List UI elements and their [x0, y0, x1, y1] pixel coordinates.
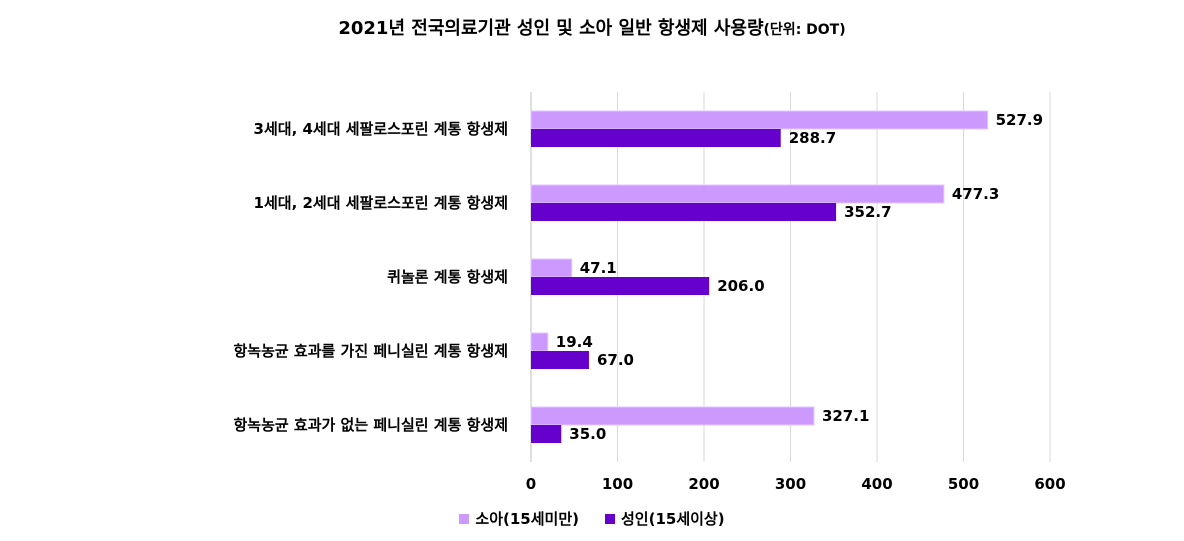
data-label: 206.0	[717, 277, 764, 295]
x-tick-label: 600	[1034, 475, 1065, 493]
legend-item-adult: 성인(15세이상)	[605, 508, 725, 529]
legend-swatch-adult	[605, 513, 615, 524]
bar	[530, 184, 945, 204]
data-label: 47.1	[580, 259, 617, 277]
category-label: 항녹농균 효과가 없는 페니실린 계통 항생제	[233, 416, 508, 434]
x-tick-label: 100	[602, 475, 633, 493]
legend-swatch-child	[459, 513, 470, 524]
bar	[531, 351, 589, 369]
data-label: 477.3	[952, 185, 999, 203]
data-label: 352.7	[844, 203, 891, 221]
data-label: 67.0	[597, 351, 634, 369]
data-label: 527.9	[996, 111, 1043, 129]
category-label: 퀴놀론 계통 항생제	[387, 268, 508, 286]
data-label: 288.7	[789, 129, 836, 147]
legend: 소아(15세미만) 성인(15세이상)	[0, 508, 1184, 529]
data-label: 35.0	[569, 425, 606, 443]
legend-label-child: 소아(15세미만)	[475, 510, 579, 528]
x-tick-label: 0	[526, 475, 536, 493]
x-tick-label: 400	[861, 475, 892, 493]
legend-label-adult: 성인(15세이상)	[621, 510, 725, 528]
data-label: 19.4	[556, 333, 593, 351]
category-label: 3세대, 4세대 세팔로스포린 계통 항생제	[254, 120, 508, 138]
bar	[530, 258, 573, 278]
legend-item-child: 소아(15세미만)	[459, 508, 579, 529]
category-label: 항녹농균 효과를 가진 페니실린 계통 항생제	[233, 342, 508, 360]
bar	[530, 110, 989, 130]
bar	[530, 332, 549, 352]
x-tick-label: 300	[775, 475, 806, 493]
bar	[531, 129, 781, 147]
data-label: 327.1	[822, 407, 869, 425]
x-tick-label: 500	[948, 475, 979, 493]
bar	[531, 277, 710, 295]
bar	[531, 203, 837, 221]
chart-title-unit: (단위: DOT)	[763, 22, 846, 38]
bar	[530, 406, 815, 426]
chart-title: 2021년 전국의료기관 성인 및 소아 일반 항생제 사용량(단위: DOT)	[0, 14, 1184, 40]
x-tick-label: 200	[688, 475, 719, 493]
chart-title-main: 2021년 전국의료기관 성인 및 소아 일반 항생제 사용량	[338, 18, 764, 39]
category-label: 1세대, 2세대 세팔로스포린 계통 항생제	[254, 194, 508, 212]
bar	[531, 425, 562, 443]
